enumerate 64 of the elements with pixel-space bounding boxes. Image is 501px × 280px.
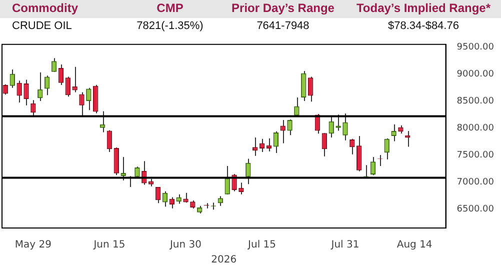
candlestick xyxy=(218,196,224,206)
candlestick xyxy=(30,100,36,118)
candlestick xyxy=(155,186,161,204)
candlestick xyxy=(246,158,251,185)
x-tick-label: Jul 15 xyxy=(247,240,276,251)
text: 7641-7948 xyxy=(220,18,346,36)
y-tick-label: 9000.00 xyxy=(456,69,494,80)
x-tick-label: Aug 14 xyxy=(396,240,432,251)
y-tick-label: 8000.00 xyxy=(456,123,494,134)
candlestick xyxy=(391,124,396,142)
x-tick-label: May 29 xyxy=(14,240,52,251)
candlestick xyxy=(183,192,188,204)
candlestick xyxy=(72,66,78,93)
candlestick xyxy=(280,120,286,144)
text: CMP xyxy=(120,0,220,18)
x-tick-label: Jun 15 xyxy=(92,240,126,251)
candlestick xyxy=(342,113,348,141)
candlestick xyxy=(350,138,355,155)
candlestick xyxy=(308,76,314,102)
text: Prior Day’s Range xyxy=(220,0,346,18)
candlestick xyxy=(384,138,390,160)
candlestick xyxy=(224,166,230,195)
x-tick-label: Jul 31 xyxy=(330,240,360,251)
candlestick xyxy=(176,194,182,204)
y-tick-label: 7000.00 xyxy=(456,177,494,188)
candlestick xyxy=(10,69,15,88)
candlestick xyxy=(287,118,292,136)
x-tick-label: Jun 30 xyxy=(168,240,202,251)
candlestick xyxy=(106,130,112,153)
candlestick xyxy=(405,130,410,148)
candlestick xyxy=(356,135,362,172)
candlestick xyxy=(294,96,300,116)
text: $78.34-$84.76 xyxy=(346,18,501,36)
candlestick xyxy=(51,58,57,72)
y-tick-label: 7500.00 xyxy=(456,150,494,160)
text: Today’s Implied Range* xyxy=(346,0,501,18)
candlestick xyxy=(328,116,334,138)
candlestick xyxy=(238,182,244,195)
candlestick xyxy=(301,70,306,102)
y-tick-label: 6500.00 xyxy=(456,204,494,214)
candlestick xyxy=(44,75,50,96)
candlestick xyxy=(38,72,43,102)
candlestick xyxy=(273,130,278,154)
candlestick xyxy=(370,156,376,176)
candlestick xyxy=(79,92,84,117)
candlestick xyxy=(65,76,70,98)
candlestick xyxy=(204,202,210,209)
candlestick xyxy=(2,84,8,96)
candlestick xyxy=(24,79,29,106)
candlestick xyxy=(16,80,22,104)
y-tick-label: 9500.00 xyxy=(456,42,494,52)
x-axis-title: 2026 xyxy=(211,254,237,266)
text: Commodity xyxy=(0,0,120,18)
candlestick xyxy=(252,136,258,156)
candlestick xyxy=(86,87,92,111)
candlestick xyxy=(58,64,64,86)
candlestick xyxy=(114,147,120,176)
text: CRUDE OIL xyxy=(0,18,120,36)
candlestick xyxy=(120,156,126,181)
y-tick-label: 8500.00 xyxy=(456,96,494,106)
candlestick xyxy=(100,110,106,133)
candlestick xyxy=(322,132,328,157)
candlestick xyxy=(93,84,98,114)
text: 7821(-1.35%) xyxy=(120,18,220,36)
